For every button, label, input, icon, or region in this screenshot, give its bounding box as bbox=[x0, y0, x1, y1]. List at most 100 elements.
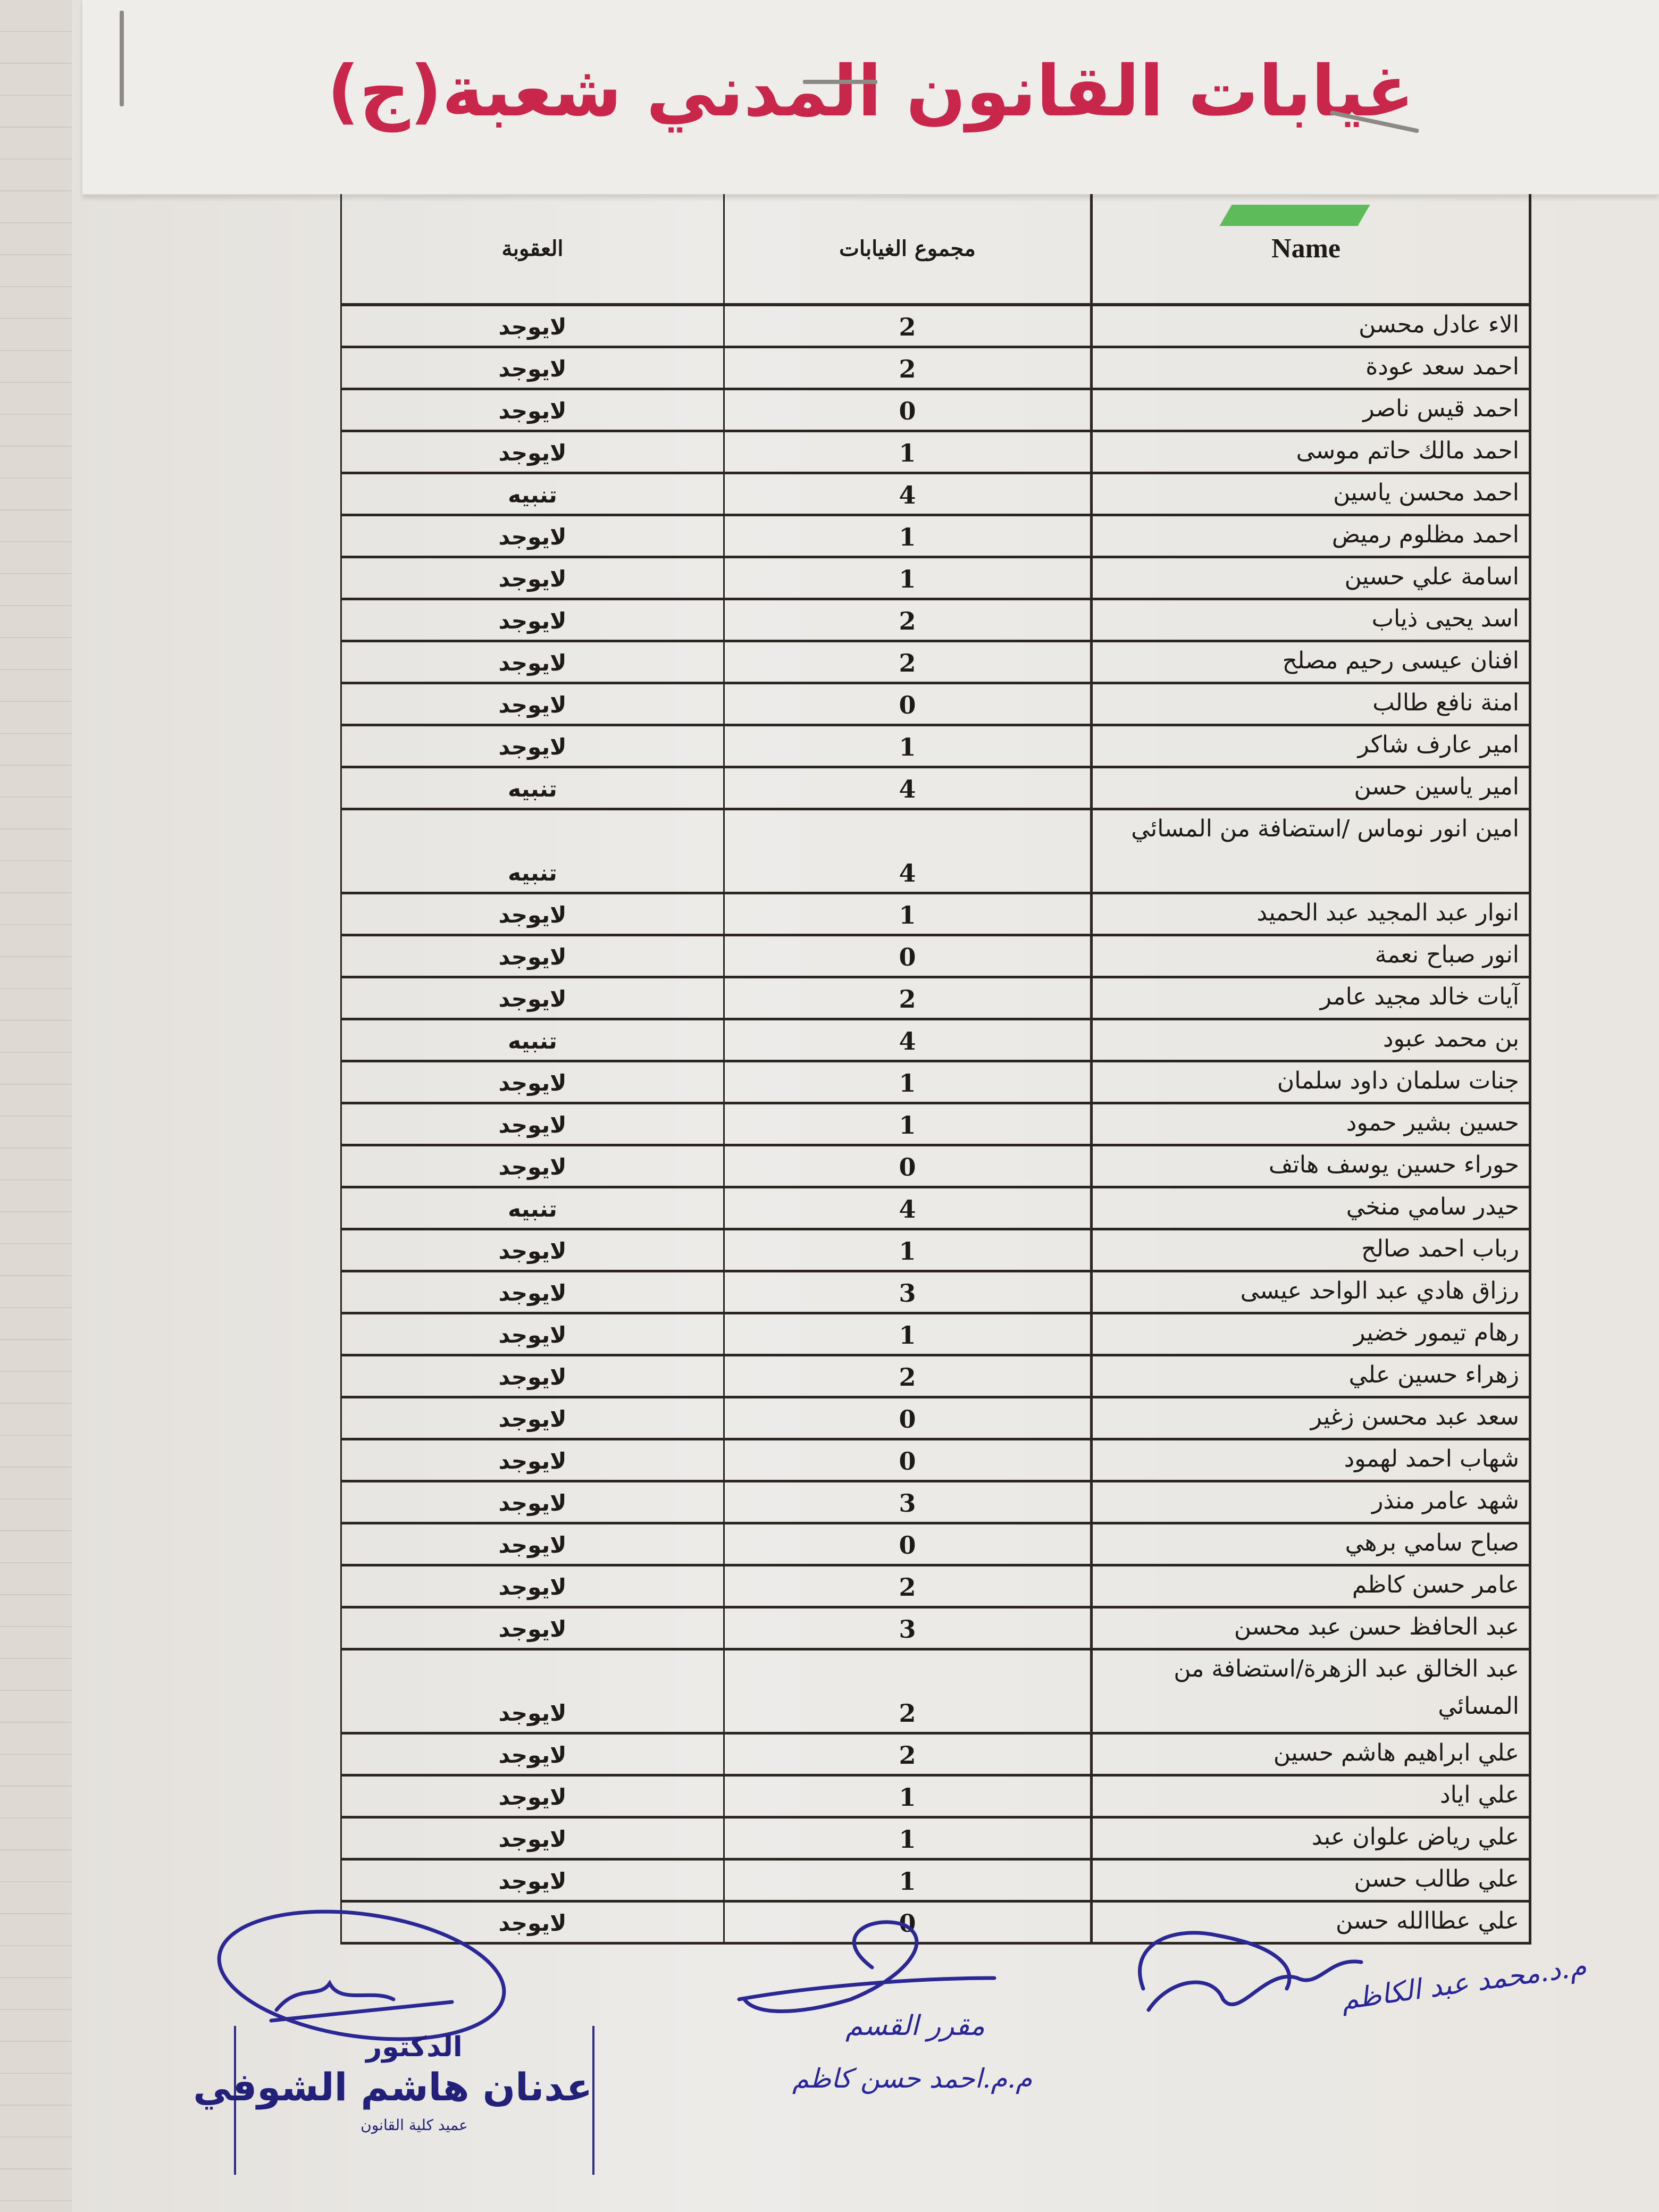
student-name: حسين بشير حمود bbox=[1090, 1104, 1531, 1144]
absence-count: 0 bbox=[723, 684, 1090, 724]
stamp-position: عميد كلية القانون bbox=[361, 2116, 468, 2134]
student-name: بن محمد عبود bbox=[1090, 1020, 1531, 1060]
header-name: Name bbox=[1090, 194, 1531, 303]
absence-count: 2 bbox=[723, 1735, 1090, 1774]
absence-count: 1 bbox=[723, 1104, 1090, 1144]
student-name: امين انور نوماس /استضافة من المسائي bbox=[1090, 810, 1531, 892]
table-row: عبد الحافظ حسن عبد محسن 3 لايوجد bbox=[340, 1608, 1531, 1650]
table-row: احمد سعد عودة 2 لايوجد bbox=[340, 348, 1531, 390]
dean-stamp: الدكتور عدنان هاشم الشوفي عميد كلية القا… bbox=[193, 2026, 594, 2175]
absence-count: 3 bbox=[723, 1272, 1090, 1312]
table-row: احمد مالك حاتم موسى 1 لايوجد bbox=[340, 432, 1531, 474]
student-name: احمد سعد عودة bbox=[1090, 348, 1531, 388]
table-row: افنان عيسى رحيم مصلح 2 لايوجد bbox=[340, 642, 1531, 684]
paper-sheet bbox=[72, 0, 1659, 2212]
student-name: رزاق هادي عبد الواحد عيسى bbox=[1090, 1272, 1531, 1312]
penalty: لايوجد bbox=[340, 1608, 723, 1648]
student-name: احمد مظلوم رميض bbox=[1090, 516, 1531, 556]
absence-count: 1 bbox=[723, 894, 1090, 934]
penalty: لايوجد bbox=[340, 1735, 723, 1774]
absence-count: 1 bbox=[723, 1062, 1090, 1102]
student-name: جنات سلمان داود سلمان bbox=[1090, 1062, 1531, 1102]
table-row: علي طالب حسن 1 لايوجد bbox=[340, 1861, 1531, 1903]
absence-count: 0 bbox=[723, 1398, 1090, 1438]
absence-count: 3 bbox=[723, 1482, 1090, 1522]
student-name: امنة نافع طالب bbox=[1090, 684, 1531, 724]
absence-count: 1 bbox=[723, 516, 1090, 556]
table-row: علي رياض علوان عبد 1 لايوجد bbox=[340, 1819, 1531, 1861]
penalty: تنبيه bbox=[340, 768, 723, 808]
table-row: علي عطاالله حسن 0 لايوجد bbox=[340, 1903, 1531, 1945]
penalty: لايوجد bbox=[340, 642, 723, 682]
absence-count: 2 bbox=[723, 978, 1090, 1018]
absence-count: 0 bbox=[723, 1146, 1090, 1186]
student-name: انور صباح نعمة bbox=[1090, 936, 1531, 976]
absence-count: 1 bbox=[723, 726, 1090, 766]
student-name: اسد يحيى ذياب bbox=[1090, 600, 1531, 640]
student-name: آيات خالد مجيد عامر bbox=[1090, 978, 1531, 1018]
penalty: لايوجد bbox=[340, 1650, 723, 1732]
penalty: لايوجد bbox=[340, 1819, 723, 1858]
document-title: غيابات القانون المدني شعبة(ج) bbox=[327, 51, 1414, 132]
table-header: Name مجموع الغيابات العقوبة bbox=[340, 194, 1531, 306]
penalty: لايوجد bbox=[340, 684, 723, 724]
table-row: رزاق هادي عبد الواحد عيسى 3 لايوجد bbox=[340, 1272, 1531, 1314]
table-row: حيدر سامي منخي 4 تنبيه bbox=[340, 1188, 1531, 1230]
student-name: علي طالب حسن bbox=[1090, 1861, 1531, 1900]
absence-count: 1 bbox=[723, 1819, 1090, 1858]
student-name: سعد عبد محسن زغير bbox=[1090, 1398, 1531, 1438]
table-row: حوراء حسين يوسف هاتف 0 لايوجد bbox=[340, 1146, 1531, 1188]
table-row: امين انور نوماس /استضافة من المسائي 4 تنبي… bbox=[340, 810, 1531, 894]
student-name: احمد محسن ياسين bbox=[1090, 474, 1531, 514]
table-row: علي ابراهيم هاشم حسين 2 لايوجد bbox=[340, 1735, 1531, 1777]
absence-count: 4 bbox=[723, 474, 1090, 514]
table-row: جنات سلمان داود سلمان 1 لايوجد bbox=[340, 1062, 1531, 1104]
table-row: علي اياد 1 لايوجد bbox=[340, 1777, 1531, 1819]
penalty: لايوجد bbox=[340, 1566, 723, 1606]
penalty: تنبيه bbox=[340, 810, 723, 892]
absence-count: 4 bbox=[723, 810, 1090, 892]
title-strip: غيابات القانون المدني شعبة(ج) bbox=[82, 0, 1659, 195]
table-row: رباب احمد صالح 1 لايوجد bbox=[340, 1230, 1531, 1272]
absence-count: 4 bbox=[723, 768, 1090, 808]
table-row: رهام تيمور خضير 1 لايوجد bbox=[340, 1314, 1531, 1356]
absence-count: 1 bbox=[723, 1861, 1090, 1900]
table-row: انوار عبد المجيد عبد الحميد 1 لايوجد bbox=[340, 894, 1531, 936]
absence-count: 1 bbox=[723, 558, 1090, 598]
header-penalty: العقوبة bbox=[340, 194, 723, 303]
table-body: الاء عادل محسن 2 لايوجد احمد سعد عودة 2 لايوج… bbox=[340, 306, 1531, 1945]
student-name: حوراء حسين يوسف هاتف bbox=[1090, 1146, 1531, 1186]
penalty: لايوجد bbox=[340, 1482, 723, 1522]
table-row: حسين بشير حمود 1 لايوجد bbox=[340, 1104, 1531, 1146]
absence-count: 0 bbox=[723, 936, 1090, 976]
student-name: احمد قيس ناصر bbox=[1090, 390, 1531, 430]
table-row: صباح سامي برهي 0 لايوجد bbox=[340, 1524, 1531, 1566]
student-name: رباب احمد صالح bbox=[1090, 1230, 1531, 1270]
penalty: لايوجد bbox=[340, 1524, 723, 1564]
penalty: لايوجد bbox=[340, 936, 723, 976]
penalty: لايوجد bbox=[340, 1104, 723, 1144]
penalty: لايوجد bbox=[340, 726, 723, 766]
absence-count: 0 bbox=[723, 1903, 1090, 1942]
stamp-title: الدكتور bbox=[366, 2031, 463, 2063]
penalty: لايوجد bbox=[340, 306, 723, 346]
student-name: علي اياد bbox=[1090, 1777, 1531, 1816]
absence-count: 3 bbox=[723, 1608, 1090, 1648]
penalty: لايوجد bbox=[340, 1062, 723, 1102]
student-name: احمد مالك حاتم موسى bbox=[1090, 432, 1531, 472]
student-name: عامر حسن كاظم bbox=[1090, 1566, 1531, 1606]
table-row: آيات خالد مجيد عامر 2 لايوجد bbox=[340, 978, 1531, 1020]
penalty: لايوجد bbox=[340, 516, 723, 556]
absence-count: 2 bbox=[723, 348, 1090, 388]
absence-count: 2 bbox=[723, 306, 1090, 346]
penalty: لايوجد bbox=[340, 1398, 723, 1438]
absence-count: 2 bbox=[723, 1356, 1090, 1396]
absence-count: 2 bbox=[723, 1650, 1090, 1732]
student-name: امير عارف شاكر bbox=[1090, 726, 1531, 766]
penalty: لايوجد bbox=[340, 1861, 723, 1900]
student-name: افنان عيسى رحيم مصلح bbox=[1090, 642, 1531, 682]
penalty: لايوجد bbox=[340, 1230, 723, 1270]
absence-count: 1 bbox=[723, 1777, 1090, 1816]
table-row: عامر حسن كاظم 2 لايوجد bbox=[340, 1566, 1531, 1608]
table-row: امنة نافع طالب 0 لايوجد bbox=[340, 684, 1531, 726]
